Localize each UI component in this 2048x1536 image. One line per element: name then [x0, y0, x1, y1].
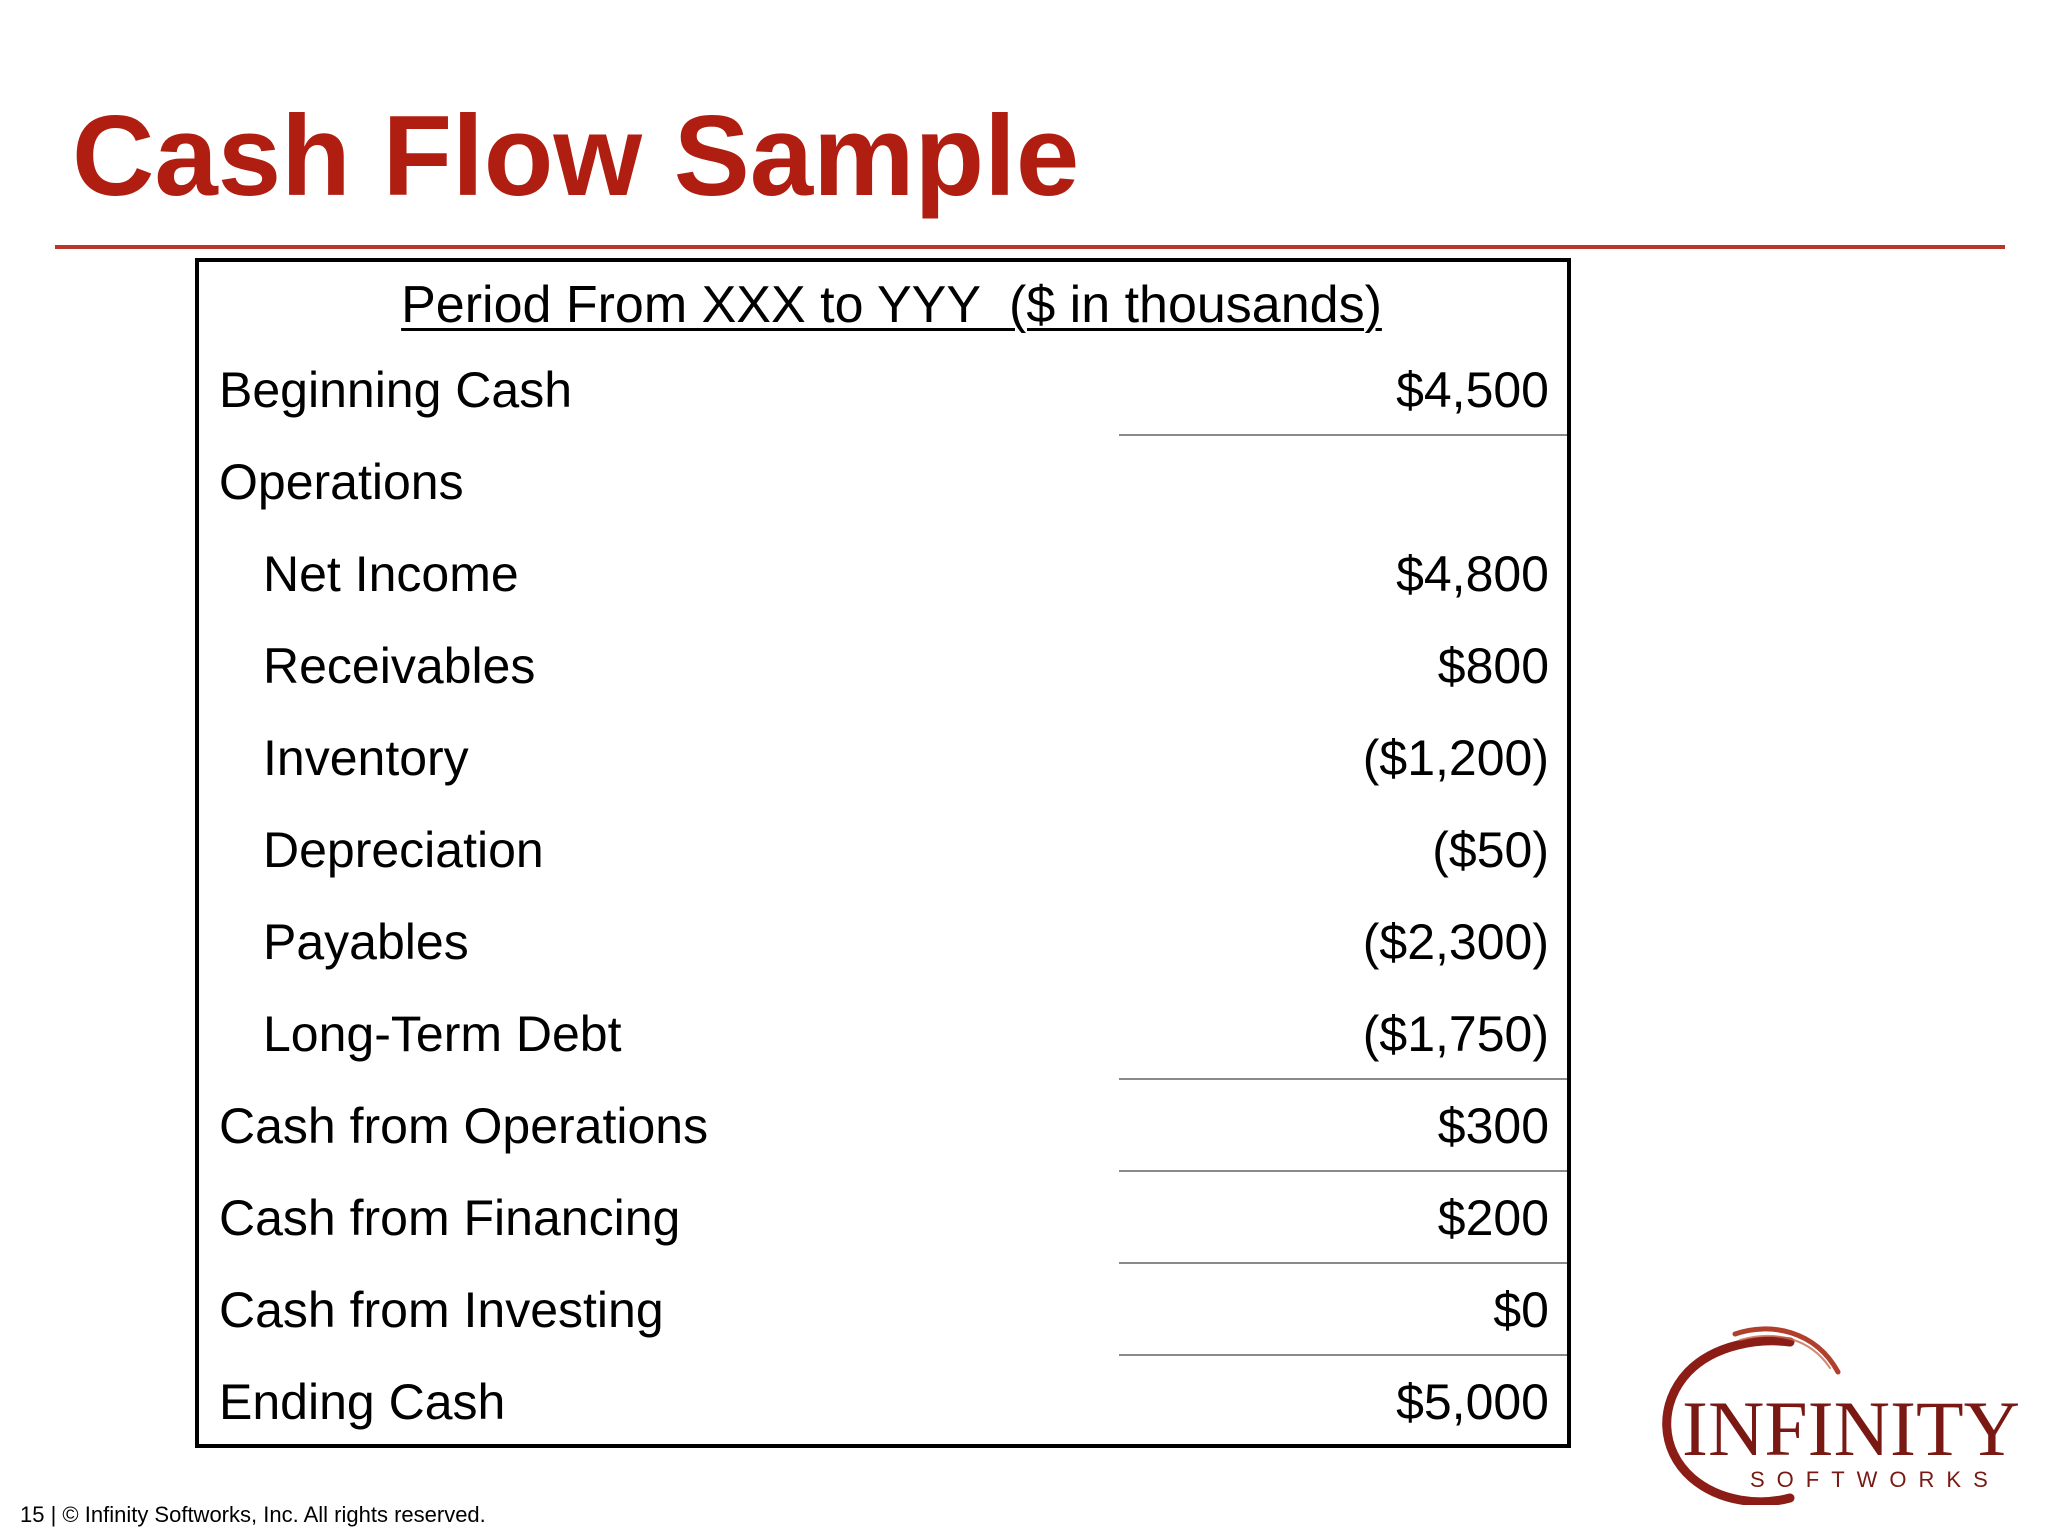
- row-label: Receivables: [263, 638, 536, 694]
- row-label: Long-Term Debt: [263, 1006, 622, 1062]
- slide-title: Cash Flow Sample: [72, 93, 1080, 220]
- row-long-term-debt: Long-Term Debt ($1,750): [199, 986, 1567, 1080]
- logo-wordmark: INFINITY: [1682, 1385, 2020, 1472]
- row-value: $4,800: [1396, 546, 1549, 602]
- title-divider: [55, 245, 2005, 249]
- logo-swoosh-icon: [1662, 1326, 1841, 1505]
- row-value: $4,500: [1396, 362, 1549, 418]
- row-label: Cash from Financing: [219, 1190, 681, 1246]
- row-label: Inventory: [263, 730, 469, 786]
- row-value: ($1,750): [1362, 1006, 1549, 1062]
- row-depreciation: Depreciation ($50): [199, 802, 1567, 894]
- row-payables: Payables ($2,300): [199, 894, 1567, 986]
- row-value: $800: [1437, 638, 1549, 694]
- row-label: Cash from Operations: [219, 1098, 709, 1154]
- infinity-softworks-logo: INFINITY SOFTWORKS: [1640, 1320, 2020, 1505]
- row-operations: Operations: [199, 434, 1567, 526]
- row-label: Net Income: [263, 546, 519, 602]
- row-label: Beginning Cash: [219, 362, 573, 418]
- row-label: Ending Cash: [219, 1374, 506, 1430]
- row-ending-cash: Ending Cash $5,000: [199, 1354, 1567, 1446]
- row-value: ($2,300): [1362, 914, 1549, 970]
- row-label: Operations: [219, 454, 464, 510]
- row-cash-from-investing: Cash from Investing $0: [199, 1262, 1567, 1356]
- row-beginning-cash: Beginning Cash $4,500: [199, 342, 1567, 436]
- row-value: ($50): [1432, 822, 1549, 878]
- row-label: Cash from Investing: [219, 1282, 664, 1338]
- row-value: $300: [1437, 1098, 1549, 1154]
- row-label: Payables: [263, 914, 469, 970]
- row-receivables: Receivables $800: [199, 618, 1567, 710]
- row-label: Depreciation: [263, 822, 544, 878]
- row-value: ($1,200): [1362, 730, 1549, 786]
- logo-subtitle: SOFTWORKS: [1750, 1467, 2000, 1492]
- row-inventory: Inventory ($1,200): [199, 710, 1567, 802]
- row-value: $200: [1437, 1190, 1549, 1246]
- row-value: $0: [1493, 1282, 1549, 1338]
- row-net-income: Net Income $4,800: [199, 526, 1567, 618]
- row-value: $5,000: [1396, 1374, 1549, 1430]
- slide-footer: 15 | © Infinity Softworks, Inc. All righ…: [20, 1502, 486, 1527]
- row-cash-from-financing: Cash from Financing $200: [199, 1170, 1567, 1264]
- cash-flow-statement: Period From XXX to YYY ($ in thousands) …: [195, 258, 1571, 1448]
- row-cash-from-operations: Cash from Operations $300: [199, 1078, 1567, 1172]
- statement-period-header: Period From XXX to YYY ($ in thousands): [401, 276, 1382, 334]
